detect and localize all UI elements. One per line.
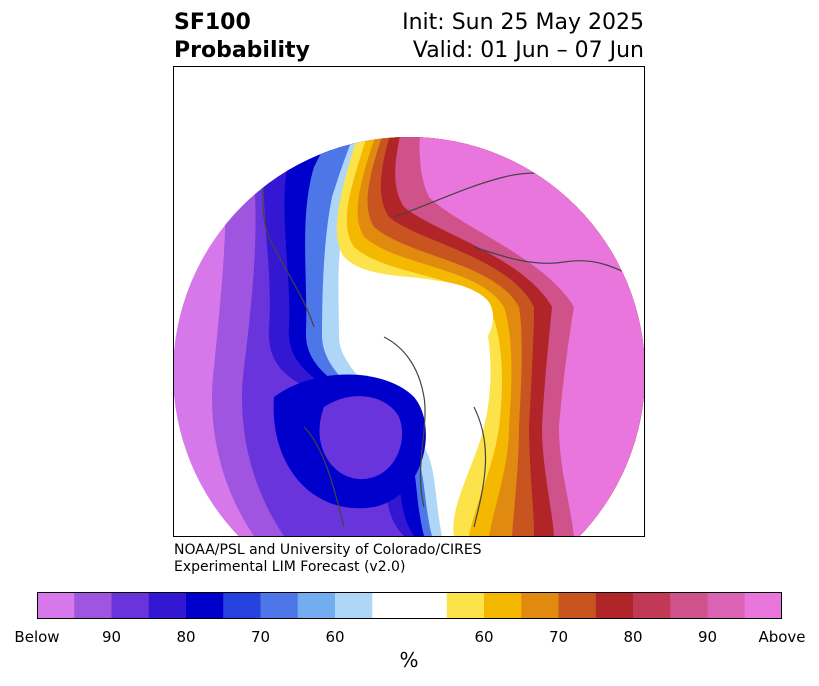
colorbar-tick-0: Below xyxy=(14,628,60,646)
colorbar-bin-10 xyxy=(446,592,485,619)
colorbar-bin-18 xyxy=(744,592,782,619)
colorbar-tick-3: 70 xyxy=(250,628,271,646)
title-block-right: Init: Sun 25 May 2025 Valid: 01 Jun – 07… xyxy=(402,9,644,65)
colorbar-tick-4: 60 xyxy=(325,628,345,646)
variable-subtitle: Probability xyxy=(174,38,310,63)
colorbar-bin-12 xyxy=(521,592,559,619)
colorbar-bin-1 xyxy=(74,592,112,619)
colorbar-bin-8 xyxy=(335,592,373,619)
init-date: Init: Sun 25 May 2025 xyxy=(402,10,644,35)
colorbar-tick-2: 80 xyxy=(176,628,196,646)
colorbar-bin-13 xyxy=(558,592,597,619)
colorbar-tick-1: 90 xyxy=(101,628,122,646)
credit-line-2: Experimental LIM Forecast (v2.0) xyxy=(174,559,406,575)
colorbar-bin-5 xyxy=(223,592,261,619)
polar-probability-map xyxy=(174,137,644,536)
colorbar-bin-2 xyxy=(111,592,150,619)
colorbar-bin-9 xyxy=(372,592,448,619)
colorbar-bin-17 xyxy=(707,592,746,619)
colorbar-bin-6 xyxy=(260,592,299,619)
colorbar-tick-5: 60 xyxy=(474,628,494,646)
colorbar-tick-7: 80 xyxy=(623,628,643,646)
colorbar-bin-15 xyxy=(633,592,671,619)
colorbar-bin-14 xyxy=(595,592,634,619)
colorbar-bin-16 xyxy=(670,592,708,619)
colorbar xyxy=(37,592,782,619)
colorbar-bin-0 xyxy=(37,592,75,619)
variable-title: SF100 xyxy=(174,10,251,35)
colorbar-bin-11 xyxy=(484,592,522,619)
credit-line-1: NOAA/PSL and University of Colorado/CIRE… xyxy=(174,542,482,558)
colorbar-bin-3 xyxy=(148,592,187,619)
title-block-left: SF100 Probability xyxy=(174,9,310,65)
colorbar-tick-8: 90 xyxy=(697,628,718,646)
colorbar-unit-label: % xyxy=(399,648,419,672)
colorbar-tick-6: 70 xyxy=(548,628,569,646)
credit-text: NOAA/PSL and University of Colorado/CIRE… xyxy=(174,542,482,576)
colorbar-bin-7 xyxy=(297,592,336,619)
colorbar-tick-9: Above xyxy=(758,628,806,646)
colorbar-bin-4 xyxy=(186,592,224,619)
valid-range: Valid: 01 Jun – 07 Jun xyxy=(412,38,644,63)
polar-map-panel xyxy=(173,66,645,537)
